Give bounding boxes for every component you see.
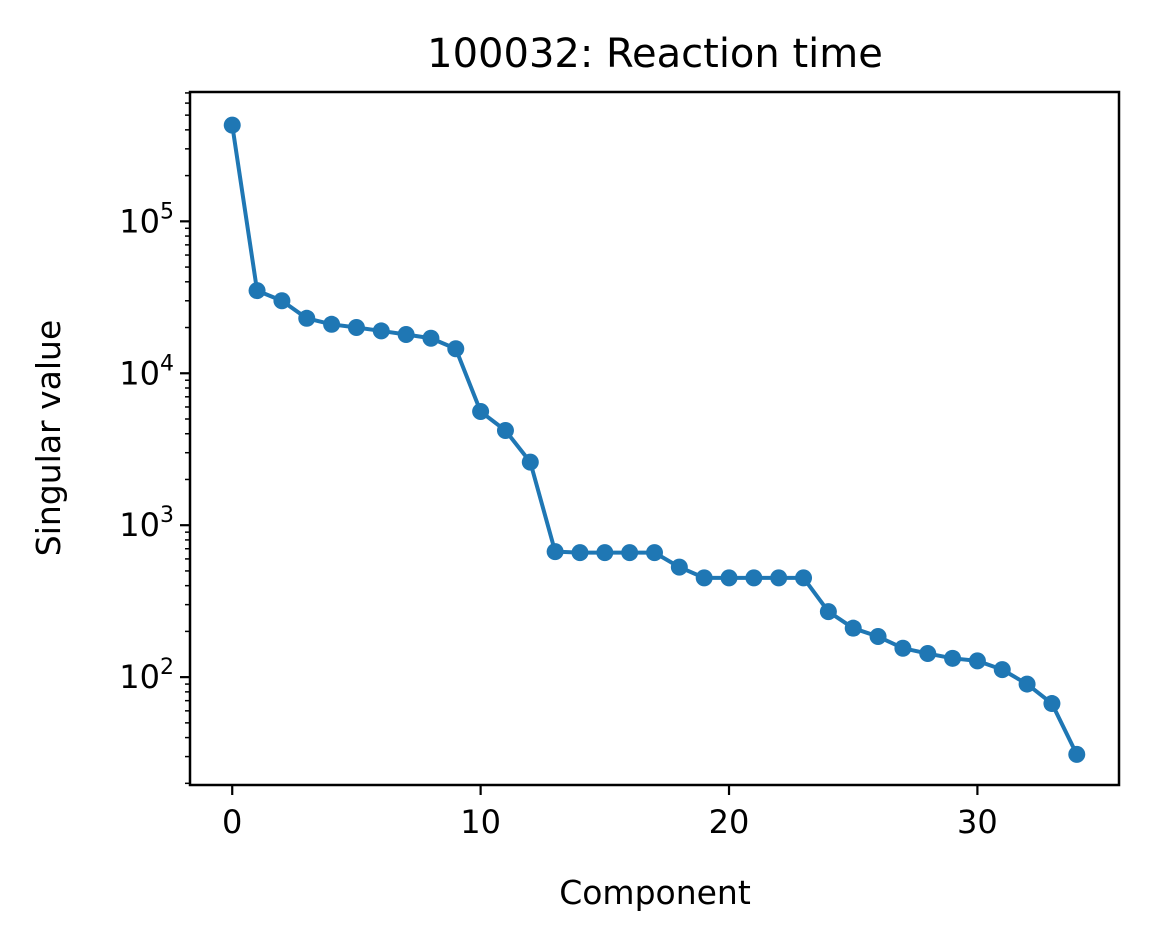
data-point [472, 403, 490, 421]
data-point [521, 453, 539, 471]
data-point [720, 569, 738, 587]
y-tick-label: 103 [119, 503, 174, 544]
data-point [621, 544, 639, 562]
data-point [695, 569, 713, 587]
data-point [248, 282, 266, 300]
data-point [968, 652, 986, 670]
data-point [571, 544, 589, 562]
y-tick-label: 105 [119, 199, 174, 240]
data-point [347, 319, 365, 337]
data-point [795, 569, 813, 587]
data-point [596, 544, 614, 562]
data-point [273, 292, 291, 310]
y-tick-label: 102 [119, 655, 174, 696]
x-axis: 0 10 20 30 [222, 785, 998, 841]
data-point [1043, 695, 1061, 713]
plot-area [223, 116, 1086, 763]
data-point [323, 315, 341, 333]
data-point [670, 558, 688, 576]
data-point [298, 309, 316, 327]
data-point [844, 619, 862, 637]
x-tick-label: 0 [222, 803, 242, 841]
data-point [646, 544, 663, 562]
data-point [1068, 745, 1086, 763]
data-point [1018, 675, 1036, 693]
data-point [944, 649, 962, 667]
data-point [496, 422, 514, 440]
data-point [745, 569, 763, 587]
data-point [993, 661, 1011, 679]
axes-frame [188, 90, 1121, 787]
y-tick-label: 104 [119, 351, 174, 392]
data-point [919, 645, 937, 663]
x-tick-label: 20 [709, 803, 750, 841]
x-axis-label: Component [559, 873, 751, 912]
data-point [869, 628, 887, 646]
chart-title: 100032: Reaction time [427, 31, 883, 77]
x-tick-label: 10 [460, 803, 501, 841]
data-point [422, 329, 440, 347]
x-tick-label: 30 [957, 803, 998, 841]
data-point [372, 322, 390, 340]
data-point [894, 639, 912, 657]
data-point [397, 325, 415, 343]
y-axis: 102 103 104 105 [119, 92, 190, 785]
data-point [447, 340, 465, 358]
data-point [546, 543, 564, 561]
data-point [819, 603, 837, 621]
data-point [770, 569, 788, 587]
y-axis-label: Singular value [29, 320, 68, 556]
data-point [223, 116, 241, 134]
